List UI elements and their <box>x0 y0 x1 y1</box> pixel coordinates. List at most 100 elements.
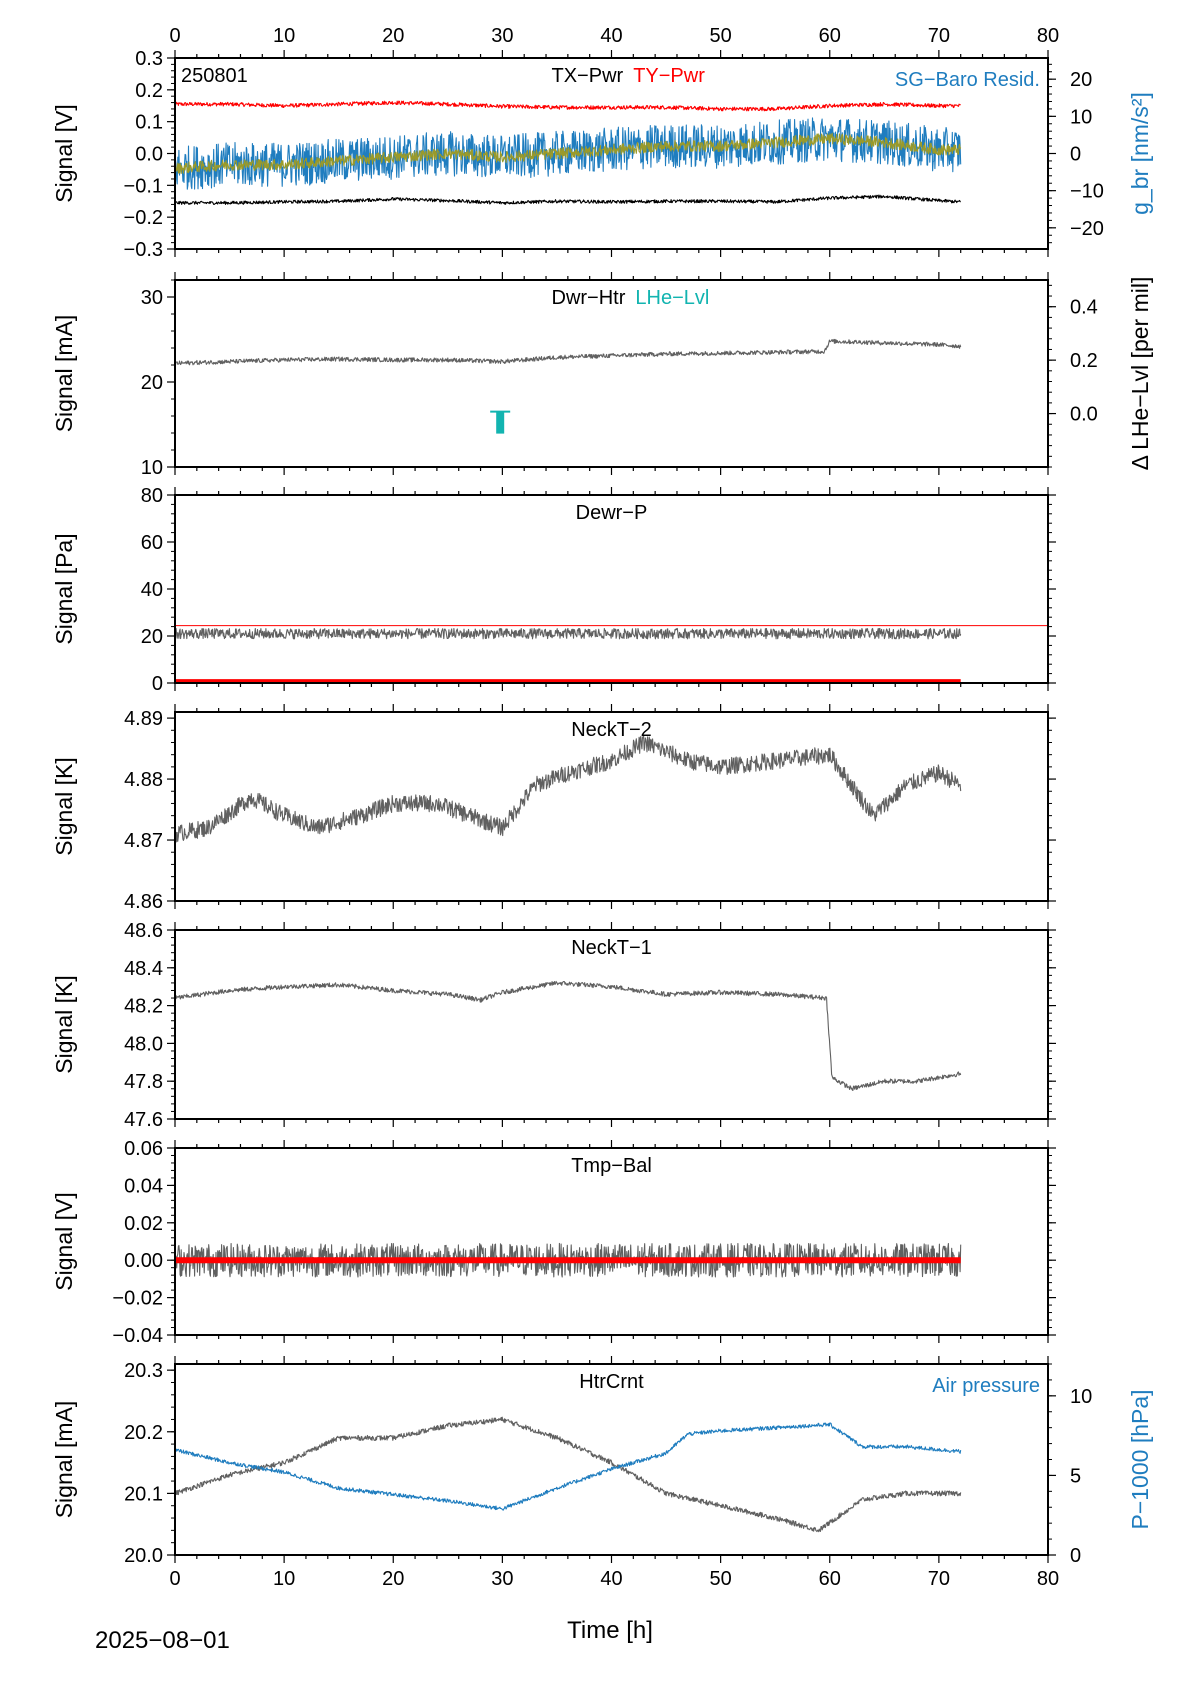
y-tick-label: 0.00 <box>124 1250 163 1272</box>
y-tick-label: 20.1 <box>124 1483 163 1505</box>
y-tick-label: 0.1 <box>135 112 163 134</box>
y-tick-label: 40 <box>141 579 163 601</box>
series-line-TX-Pwr <box>175 194 961 205</box>
panel-p1: −0.3 −0.2 −0.1 0.0 0.1 0.2 0.3 −20 −10 0 10 20 Signa… <box>51 25 1153 261</box>
plot-area <box>175 1242 962 1278</box>
plot-area <box>175 734 962 843</box>
y-axis-label: Signal [K] <box>51 975 77 1073</box>
y-tick-label: −0.3 <box>124 239 163 261</box>
y-tick-label: 60 <box>141 532 163 554</box>
title-part: HtrCrnt <box>579 1371 644 1393</box>
y-tick-label: 30 <box>141 287 163 309</box>
y2-tick-label: −20 <box>1070 218 1104 240</box>
x-tick-label: 50 <box>710 1568 732 1590</box>
y2-tick-label: 0.4 <box>1070 297 1098 319</box>
y-tick-label: 20.3 <box>124 1360 163 1382</box>
y-tick-label: 48.2 <box>124 996 163 1018</box>
title-part: LHe−Lvl <box>635 287 709 309</box>
title-part: NeckT−1 <box>571 937 652 959</box>
plot-area <box>175 338 962 434</box>
y-axis-label: Signal [V] <box>51 104 77 202</box>
series-line-fit <box>175 132 962 175</box>
y-tick-label: 48.6 <box>124 920 163 942</box>
x-axis-label: Time [h] <box>567 1617 653 1644</box>
y-tick-label: 80 <box>141 485 163 507</box>
plot-area <box>175 100 962 205</box>
series-line-Dewr-P <box>175 627 962 640</box>
top-x-tick-label: 0 <box>169 25 180 47</box>
y-axis-label: Signal [V] <box>51 1192 77 1290</box>
y-tick-label: 48.0 <box>124 1033 163 1055</box>
series-line-Dwr-Htr <box>175 338 962 366</box>
y2-tick-label: 10 <box>1070 106 1092 128</box>
y-tick-label: 0.02 <box>124 1213 163 1235</box>
y2-tick-label: 10 <box>1070 1386 1092 1408</box>
panel-title: Tmp−Bal <box>571 1155 652 1177</box>
y-axis-label: Signal [mA] <box>51 1401 77 1519</box>
y2-tick-label: 0 <box>1070 1545 1081 1567</box>
title-part: NeckT−2 <box>571 719 652 741</box>
y-tick-label: 0.3 <box>135 48 163 70</box>
y-tick-label: 47.8 <box>124 1071 163 1093</box>
y-tick-label: 10 <box>141 457 163 479</box>
x-tick-label: 60 <box>819 1568 841 1590</box>
panel-p3: 0 20 40 60 80 Signal [Pa] Dewr−P <box>51 485 1056 695</box>
y2-tick-label: −10 <box>1070 181 1104 203</box>
y-axis-label: Signal [Pa] <box>51 533 77 644</box>
y2-tick-label: 0.2 <box>1070 350 1098 372</box>
series-line-Tmp-Bal <box>175 1242 962 1278</box>
y-tick-label: 0.04 <box>124 1175 163 1197</box>
y-tick-label: −0.02 <box>112 1288 163 1310</box>
top-x-tick-label: 60 <box>819 25 841 47</box>
y2-axis-label: P−1000 [hPa] <box>1127 1389 1153 1529</box>
y-tick-label: 4.89 <box>124 708 163 730</box>
panels-group: −0.3 −0.2 −0.1 0.0 0.1 0.2 0.3 −20 −10 0 10 20 Signa… <box>51 25 1153 1590</box>
plot-area <box>175 980 962 1091</box>
series-line-Air-pressure <box>175 1422 962 1511</box>
panel-title: Dewr−P <box>576 502 648 524</box>
y-tick-label: −0.2 <box>124 207 163 229</box>
panel-title: NeckT−1 <box>571 937 652 959</box>
y-tick-label: −0.1 <box>124 175 163 197</box>
title-part: TY−Pwr <box>633 65 705 87</box>
y-tick-label: 20.0 <box>124 1545 163 1567</box>
y-tick-label: 47.6 <box>124 1109 163 1131</box>
y-tick-label: 48.4 <box>124 958 163 980</box>
title-part: Dwr−Htr <box>552 287 626 309</box>
x-tick-label: 40 <box>600 1568 622 1590</box>
y2-axis-label: g_br [nm/s²] <box>1127 92 1153 215</box>
top-x-tick-label: 50 <box>710 25 732 47</box>
top-x-tick-label: 30 <box>491 25 513 47</box>
y-tick-label: 0.06 <box>124 1138 163 1160</box>
panel-title: TX−Pwr TY−Pwr <box>552 65 706 87</box>
plot-area <box>175 625 1048 683</box>
x-tick-label: 80 <box>1037 1568 1059 1590</box>
right-legend: SG−Baro Resid. <box>895 69 1040 91</box>
x-tick-label: 30 <box>491 1568 513 1590</box>
panel-title: HtrCrnt <box>579 1371 644 1393</box>
y-tick-label: −0.04 <box>112 1325 163 1347</box>
y2-tick-label: 5 <box>1070 1465 1081 1487</box>
top-x-tick-label: 20 <box>382 25 404 47</box>
right-legend: Air pressure <box>932 1375 1040 1397</box>
top-x-tick-label: 70 <box>928 25 950 47</box>
y-tick-label: 20 <box>141 372 163 394</box>
panel-p5: 47.6 47.8 48.0 48.2 48.4 48.6 Signal [K] NeckT−… <box>51 920 1056 1131</box>
title-part: Dewr−P <box>576 502 648 524</box>
y-tick-label: 4.87 <box>124 830 163 852</box>
y2-tick-label: 0 <box>1070 144 1081 166</box>
top-x-tick-label: 40 <box>600 25 622 47</box>
y-axis-label: Signal [mA] <box>51 315 77 433</box>
x-tick-label: 70 <box>928 1568 950 1590</box>
y-tick-label: 4.86 <box>124 891 163 913</box>
series-marker-LHe−Lvl <box>496 411 505 434</box>
title-part: Tmp−Bal <box>571 1155 652 1177</box>
y-tick-label: 0.0 <box>135 144 163 166</box>
panel-p2: 10 20 30 0.0 0.2 0.4 Signal [mA] Δ LHe−Lvl [per… <box>51 272 1153 479</box>
panel-p4: 4.86 4.87 4.88 4.89 Signal [K] NeckT−2 <box>51 704 1056 913</box>
top-x-tick-label: 80 <box>1037 25 1059 47</box>
panel-p6: −0.04 −0.02 0.00 0.02 0.04 0.06 Signal [V] Tmp−… <box>51 1138 1056 1347</box>
series-line-NeckT-1 <box>175 980 962 1091</box>
panel-title: NeckT−2 <box>571 719 652 741</box>
y2-tick-label: 0.0 <box>1070 404 1098 426</box>
